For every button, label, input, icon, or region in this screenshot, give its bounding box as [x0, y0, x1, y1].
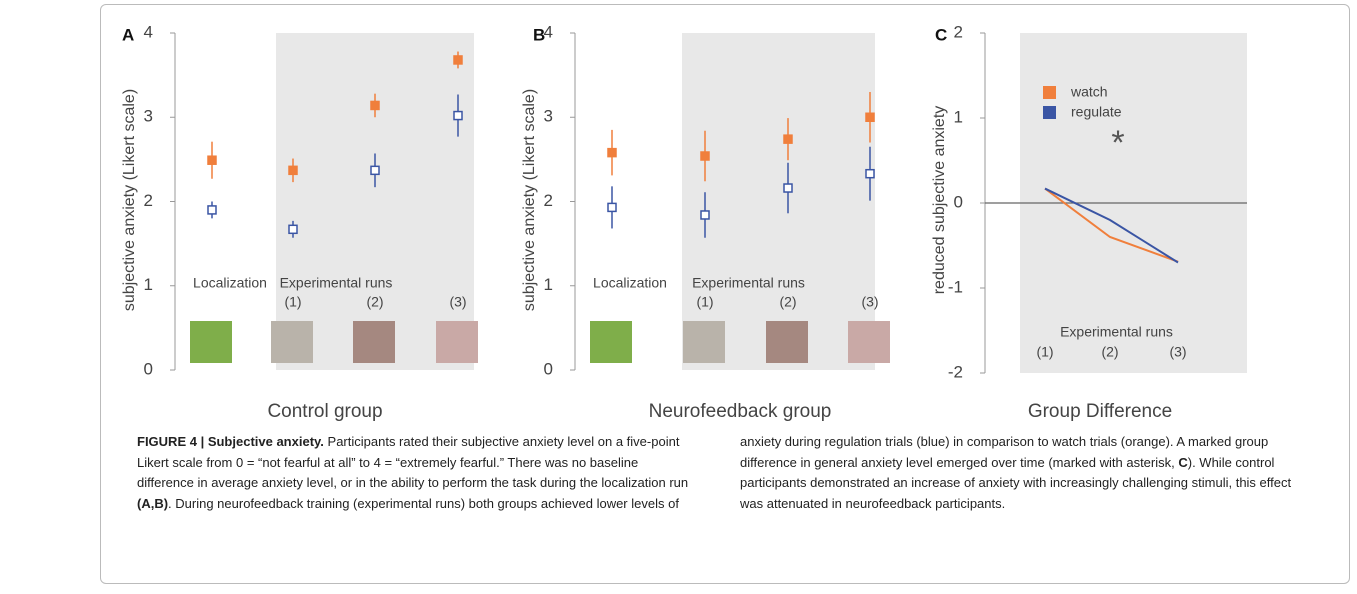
caption-text: (A,B): [137, 495, 169, 511]
marker: [783, 134, 793, 144]
marker: [370, 100, 380, 111]
x-category-label: Localization: [193, 275, 267, 291]
y-tick-label: 2: [144, 191, 153, 210]
legend-label: watch: [1070, 84, 1108, 100]
x-category-label: (2): [779, 294, 796, 310]
marker: [207, 155, 217, 165]
line: [1044, 187, 1179, 264]
figure-frame: [100, 4, 1350, 584]
y-tick-label: 2: [544, 191, 553, 210]
marker: [865, 112, 875, 122]
x-category-label: (3): [861, 294, 878, 310]
marker: [607, 202, 617, 213]
y-axis-label: reduced subjective anxiety: [931, 106, 948, 295]
y-tick-label: -1: [948, 277, 963, 296]
marker: [370, 165, 380, 176]
stimulus-thumbnail: [766, 321, 808, 363]
marker: [700, 151, 710, 161]
marker: [783, 183, 793, 193]
marker: [288, 165, 298, 176]
y-tick-label: 3: [144, 107, 153, 126]
shaded-region: [682, 33, 875, 370]
caption-text: . During neurofeedback training (experim…: [168, 434, 1269, 511]
marker: [700, 210, 710, 220]
caption-text: Participants rated their subjective anxi…: [137, 434, 689, 490]
y-tick-label: 0: [144, 359, 153, 378]
y-tick-label: 0: [954, 192, 963, 211]
legend-swatch: [1043, 106, 1056, 119]
caption-label: FIGURE 4 | Subjective anxiety.: [137, 434, 324, 449]
chart-title: Control group: [267, 401, 382, 422]
caption: FIGURE 4 | Subjective anxiety. Participa…: [137, 432, 1297, 514]
stimulus-thumbnail: [190, 321, 232, 363]
stimulus-thumbnail: [353, 321, 395, 363]
x-category-label: Localization: [593, 275, 667, 291]
y-axis-label: subjective anxiety (Likert scale): [521, 89, 538, 311]
shaded-region: [276, 33, 474, 370]
y-tick-label: 1: [544, 275, 553, 294]
marker: [288, 224, 298, 235]
marker: [453, 55, 463, 65]
legend-label: regulate: [1071, 104, 1122, 120]
stimulus-thumbnail: [271, 321, 313, 363]
y-tick-label: 4: [144, 22, 153, 41]
y-tick-label: 2: [954, 22, 963, 41]
line: [1044, 187, 1179, 263]
x-category-label: (1): [284, 294, 301, 310]
caption-text: ). While control participants demonstrat…: [740, 454, 1292, 511]
panel-letter: C: [935, 25, 947, 44]
group-label: Experimental runs: [1060, 324, 1173, 340]
legend-swatch: [1043, 86, 1056, 99]
x-category-label: (1): [696, 294, 713, 310]
x-category-label: (3): [449, 294, 466, 310]
marker: [865, 168, 875, 179]
group-label: Experimental runs: [280, 275, 393, 291]
x-category-label: (2): [366, 294, 383, 310]
y-tick-label: 1: [144, 275, 153, 294]
y-axis-label: subjective anxiety (Likert scale): [121, 89, 138, 311]
y-tick-label: 0: [544, 359, 553, 378]
y-tick-label: 1: [954, 107, 963, 126]
marker: [207, 205, 217, 215]
group-label: Experimental runs: [692, 275, 805, 291]
annotation: *: [1111, 124, 1124, 162]
panel-letter: B: [533, 25, 545, 44]
stimulus-thumbnail: [590, 321, 632, 363]
stimulus-thumbnail: [848, 321, 890, 363]
stimulus-thumbnail: [436, 321, 478, 363]
x-category-label: (2): [1101, 344, 1118, 360]
caption-text: C: [1178, 454, 1188, 470]
chart-title: Group Difference: [1028, 401, 1172, 422]
x-category-label: (3): [1169, 344, 1186, 360]
x-category-label: (1): [1036, 344, 1053, 360]
stimulus-thumbnail: [683, 321, 725, 363]
y-tick-label: 3: [544, 107, 553, 126]
panel-letter: A: [122, 25, 134, 44]
marker: [453, 110, 463, 121]
y-tick-label: -2: [948, 362, 963, 381]
y-tick-label: 4: [544, 22, 553, 41]
chart-title: Neurofeedback group: [649, 401, 832, 422]
marker: [607, 147, 617, 158]
